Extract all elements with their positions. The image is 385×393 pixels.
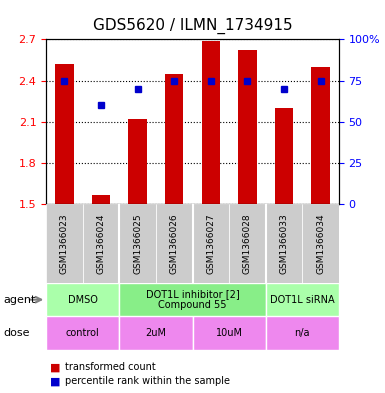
- Text: DMSO: DMSO: [68, 295, 98, 305]
- Text: 10uM: 10uM: [216, 328, 243, 338]
- Bar: [238, 50, 256, 204]
- FancyBboxPatch shape: [46, 204, 83, 283]
- Text: DOT1L inhibitor [2]
Compound 55: DOT1L inhibitor [2] Compound 55: [146, 289, 239, 310]
- Text: GSM1366034: GSM1366034: [316, 213, 325, 274]
- Text: percentile rank within the sample: percentile rank within the sample: [65, 376, 231, 386]
- FancyBboxPatch shape: [302, 204, 339, 283]
- Text: n/a: n/a: [295, 328, 310, 338]
- Bar: [275, 108, 293, 204]
- Text: GSM1366027: GSM1366027: [206, 213, 215, 274]
- Text: dose: dose: [4, 328, 30, 338]
- FancyBboxPatch shape: [266, 316, 339, 350]
- Text: transformed count: transformed count: [65, 362, 156, 373]
- Text: ■: ■: [50, 376, 60, 386]
- Text: GSM1366023: GSM1366023: [60, 213, 69, 274]
- Text: GSM1366024: GSM1366024: [97, 213, 105, 274]
- Bar: [311, 67, 330, 204]
- Text: GSM1366026: GSM1366026: [170, 213, 179, 274]
- Text: GSM1366033: GSM1366033: [280, 213, 288, 274]
- Text: GSM1366028: GSM1366028: [243, 213, 252, 274]
- Bar: [92, 195, 110, 204]
- FancyBboxPatch shape: [119, 283, 266, 316]
- FancyBboxPatch shape: [192, 204, 229, 283]
- Bar: [165, 73, 183, 204]
- FancyBboxPatch shape: [156, 204, 192, 283]
- FancyBboxPatch shape: [83, 204, 119, 283]
- FancyBboxPatch shape: [266, 283, 339, 316]
- Text: agent: agent: [4, 295, 36, 305]
- Text: GDS5620 / ILMN_1734915: GDS5620 / ILMN_1734915: [93, 18, 292, 34]
- FancyBboxPatch shape: [266, 204, 302, 283]
- Text: DOT1L siRNA: DOT1L siRNA: [270, 295, 335, 305]
- FancyBboxPatch shape: [119, 204, 156, 283]
- FancyBboxPatch shape: [46, 283, 119, 316]
- Text: GSM1366025: GSM1366025: [133, 213, 142, 274]
- Text: 2uM: 2uM: [146, 328, 166, 338]
- Text: control: control: [66, 328, 100, 338]
- FancyBboxPatch shape: [192, 316, 266, 350]
- Bar: [129, 119, 147, 204]
- FancyBboxPatch shape: [46, 316, 119, 350]
- FancyBboxPatch shape: [119, 316, 192, 350]
- FancyBboxPatch shape: [229, 204, 266, 283]
- Bar: [55, 64, 74, 204]
- Text: ■: ■: [50, 362, 60, 373]
- Bar: [202, 41, 220, 204]
